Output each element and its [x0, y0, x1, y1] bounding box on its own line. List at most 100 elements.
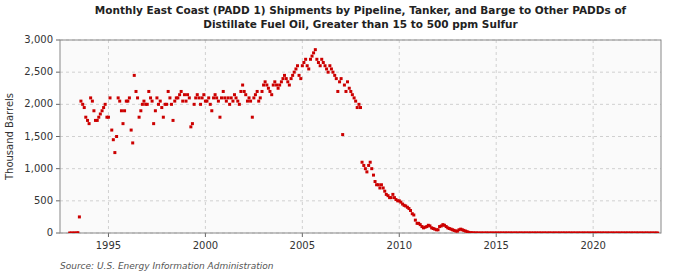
point	[118, 100, 121, 103]
tick-label: 2010	[387, 240, 412, 251]
point	[220, 96, 223, 99]
point	[291, 74, 294, 77]
point	[288, 84, 291, 87]
tick-mark	[108, 233, 109, 237]
point	[257, 100, 260, 103]
point	[198, 96, 201, 99]
point	[246, 100, 249, 103]
point	[270, 93, 273, 96]
point	[330, 67, 333, 70]
point	[281, 77, 284, 80]
point	[110, 129, 113, 132]
point	[88, 122, 91, 125]
tick-label: 2,500	[24, 66, 53, 77]
point	[180, 90, 183, 93]
point	[131, 141, 134, 144]
point	[134, 90, 137, 93]
point	[97, 116, 100, 119]
tick-mark	[56, 72, 60, 73]
point	[233, 93, 236, 96]
point	[202, 93, 205, 96]
grid-line	[60, 72, 661, 73]
point	[193, 103, 196, 106]
point	[76, 231, 79, 233]
point	[365, 170, 368, 173]
point	[264, 80, 267, 83]
point	[120, 109, 123, 112]
point	[344, 90, 347, 93]
point	[359, 106, 362, 109]
point	[268, 90, 271, 93]
point	[315, 58, 318, 61]
point	[248, 96, 251, 99]
point	[409, 209, 412, 212]
tick-label: 2015	[483, 240, 508, 251]
point	[186, 93, 189, 96]
point	[152, 122, 155, 125]
point	[230, 96, 233, 99]
grid	[60, 40, 661, 233]
grid-line	[593, 40, 594, 233]
grid-line	[60, 104, 661, 105]
point	[390, 196, 393, 199]
point	[92, 109, 95, 112]
point	[309, 58, 312, 61]
tick-mark	[56, 168, 60, 169]
point	[160, 106, 163, 109]
point	[225, 100, 228, 103]
tick-label: 1,000	[24, 163, 53, 174]
tick-mark	[56, 40, 60, 41]
point	[215, 96, 218, 99]
point	[293, 71, 296, 74]
point	[343, 84, 346, 87]
point	[86, 119, 89, 122]
tick-label: 500	[34, 195, 53, 206]
point	[102, 106, 105, 109]
point	[236, 100, 239, 103]
point	[176, 96, 179, 99]
point	[212, 96, 215, 99]
point	[367, 164, 370, 167]
point	[83, 106, 86, 109]
point	[382, 186, 385, 189]
tick-mark	[56, 233, 60, 234]
point	[328, 64, 331, 67]
point	[265, 84, 268, 87]
point	[162, 116, 165, 119]
point	[205, 100, 208, 103]
point	[364, 167, 367, 170]
tick-mark	[56, 200, 60, 201]
point	[194, 96, 197, 99]
point	[168, 96, 171, 99]
point	[165, 103, 168, 106]
point	[285, 77, 288, 80]
grid-line	[399, 40, 400, 233]
point	[151, 100, 154, 103]
point	[314, 48, 317, 51]
point	[142, 100, 145, 103]
tick-label: 1995	[96, 240, 121, 251]
point	[348, 87, 351, 90]
point	[117, 96, 120, 99]
grid-line	[302, 40, 303, 233]
point	[370, 167, 373, 170]
tick-mark	[593, 233, 594, 237]
point	[273, 80, 276, 83]
point	[380, 183, 383, 186]
point	[252, 96, 255, 99]
tick-label: 2,000	[24, 98, 53, 109]
point	[362, 164, 365, 167]
point	[356, 106, 359, 109]
point	[128, 96, 131, 99]
point	[191, 122, 194, 125]
point	[199, 103, 202, 106]
point	[235, 96, 238, 99]
point	[141, 103, 144, 106]
point	[372, 174, 375, 177]
point	[227, 96, 230, 99]
tick-mark	[205, 233, 206, 237]
point	[244, 93, 247, 96]
point	[214, 93, 217, 96]
point	[304, 58, 307, 61]
point	[353, 96, 356, 99]
